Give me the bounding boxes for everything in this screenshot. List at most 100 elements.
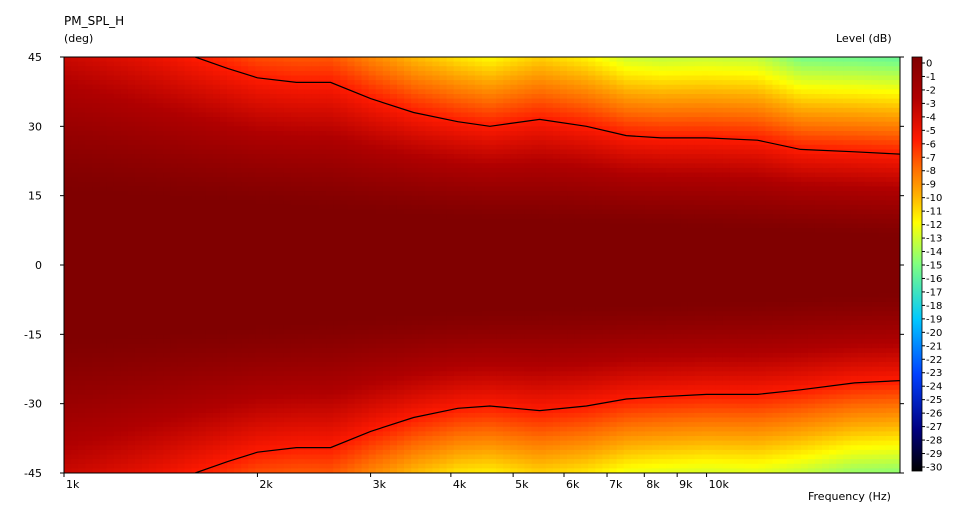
heatmap-cell bbox=[226, 126, 235, 132]
heatmap-cell bbox=[113, 255, 122, 261]
heatmap-cell bbox=[191, 348, 200, 354]
heatmap-cell bbox=[198, 232, 207, 238]
heatmap-cell bbox=[212, 292, 221, 298]
heatmap-cell bbox=[71, 449, 79, 456]
heatmap-cell bbox=[198, 334, 207, 340]
heatmap-cell bbox=[156, 195, 164, 201]
heatmap-cell bbox=[248, 126, 256, 132]
heatmap-cell bbox=[311, 265, 320, 271]
heatmap-cell bbox=[319, 394, 327, 400]
heatmap-cell bbox=[234, 389, 242, 396]
heatmap-cell bbox=[198, 292, 207, 298]
heatmap-cell bbox=[276, 191, 285, 197]
heatmap-cell bbox=[283, 223, 292, 229]
heatmap-cell bbox=[262, 375, 271, 382]
heatmap-cell bbox=[297, 144, 306, 151]
heatmap-cell bbox=[255, 343, 263, 349]
heatmap-cell bbox=[149, 126, 157, 132]
heatmap-cell bbox=[85, 195, 93, 201]
heatmap-cell bbox=[163, 454, 171, 460]
heatmap-cell bbox=[134, 329, 143, 335]
heatmap-cell bbox=[71, 408, 79, 414]
heatmap-cell bbox=[361, 140, 370, 146]
heatmap-cell bbox=[396, 93, 405, 100]
heatmap-cell bbox=[78, 130, 86, 137]
heatmap-cell bbox=[241, 195, 249, 201]
heatmap-cell bbox=[319, 251, 327, 257]
heatmap-cell bbox=[248, 265, 256, 271]
heatmap-cell bbox=[106, 375, 115, 382]
heatmap-cell bbox=[156, 214, 164, 220]
heatmap-cell bbox=[354, 135, 363, 141]
heatmap-cell bbox=[205, 422, 214, 428]
heatmap-cell bbox=[418, 98, 426, 104]
heatmap-cell bbox=[127, 468, 136, 473]
heatmap-cell bbox=[333, 195, 341, 201]
heatmap-cell bbox=[71, 135, 79, 141]
heatmap-cell bbox=[368, 454, 377, 460]
heatmap-cell bbox=[432, 463, 441, 469]
heatmap-cell bbox=[191, 269, 200, 275]
heatmap-cell bbox=[382, 468, 391, 473]
heatmap-cell bbox=[425, 366, 433, 372]
heatmap-cell bbox=[170, 107, 178, 114]
heatmap-cell bbox=[106, 343, 115, 349]
heatmap-cell bbox=[404, 329, 412, 335]
heatmap-cell bbox=[219, 107, 228, 114]
heatmap-cell bbox=[404, 167, 412, 174]
heatmap-cell bbox=[262, 468, 271, 473]
heatmap-cell bbox=[184, 241, 193, 248]
heatmap-cell bbox=[163, 89, 171, 95]
heatmap-cell bbox=[368, 228, 377, 234]
heatmap-cell bbox=[382, 186, 391, 192]
heatmap-cell bbox=[234, 436, 242, 442]
heatmap-cell bbox=[290, 325, 299, 331]
heatmap-cell bbox=[396, 334, 405, 340]
heatmap-cell bbox=[205, 130, 214, 137]
heatmap-cell bbox=[212, 209, 221, 215]
heatmap-cell bbox=[425, 454, 433, 460]
heatmap-cell bbox=[113, 306, 122, 312]
heatmap-cell bbox=[156, 338, 164, 345]
heatmap-cell bbox=[290, 158, 299, 164]
heatmap-cell bbox=[184, 57, 193, 63]
heatmap-cell bbox=[382, 385, 391, 391]
heatmap-cell bbox=[290, 186, 299, 192]
heatmap-cell bbox=[382, 463, 391, 469]
heatmap-cell bbox=[127, 204, 136, 211]
heatmap-cell bbox=[361, 412, 370, 419]
heatmap-cell bbox=[99, 301, 108, 308]
heatmap-cell bbox=[64, 352, 72, 359]
heatmap-cell bbox=[382, 246, 391, 252]
heatmap-cell bbox=[361, 70, 370, 77]
heatmap-cell bbox=[382, 241, 391, 248]
chart-title: PM_SPL_H bbox=[64, 14, 125, 28]
heatmap-cell bbox=[106, 112, 115, 118]
heatmap-cell bbox=[404, 70, 412, 77]
heatmap-cell bbox=[226, 449, 235, 456]
heatmap-cell bbox=[212, 357, 221, 363]
heatmap-cell bbox=[134, 315, 143, 322]
heatmap-cell bbox=[120, 375, 129, 382]
heatmap-cell bbox=[354, 237, 363, 243]
heatmap-cell bbox=[453, 186, 462, 192]
heatmap-cell bbox=[297, 380, 306, 386]
heatmap-cell bbox=[425, 172, 433, 178]
heatmap-cell bbox=[283, 459, 292, 465]
heatmap-cell bbox=[311, 167, 320, 174]
heatmap-cell bbox=[184, 297, 193, 303]
heatmap-cell bbox=[85, 288, 93, 294]
heatmap-cell bbox=[255, 80, 263, 86]
heatmap-cell bbox=[241, 422, 249, 428]
heatmap-cell bbox=[255, 70, 263, 77]
heatmap-cell bbox=[453, 163, 462, 169]
heatmap-cell bbox=[319, 112, 327, 118]
heatmap-cell bbox=[262, 195, 271, 201]
heatmap-cell bbox=[368, 61, 377, 67]
heatmap-cell bbox=[163, 274, 171, 280]
heatmap-cell bbox=[340, 246, 348, 252]
heatmap-cell bbox=[319, 348, 327, 354]
heatmap-cell bbox=[234, 380, 242, 386]
heatmap-cell bbox=[368, 385, 377, 391]
heatmap-cell bbox=[269, 126, 278, 132]
